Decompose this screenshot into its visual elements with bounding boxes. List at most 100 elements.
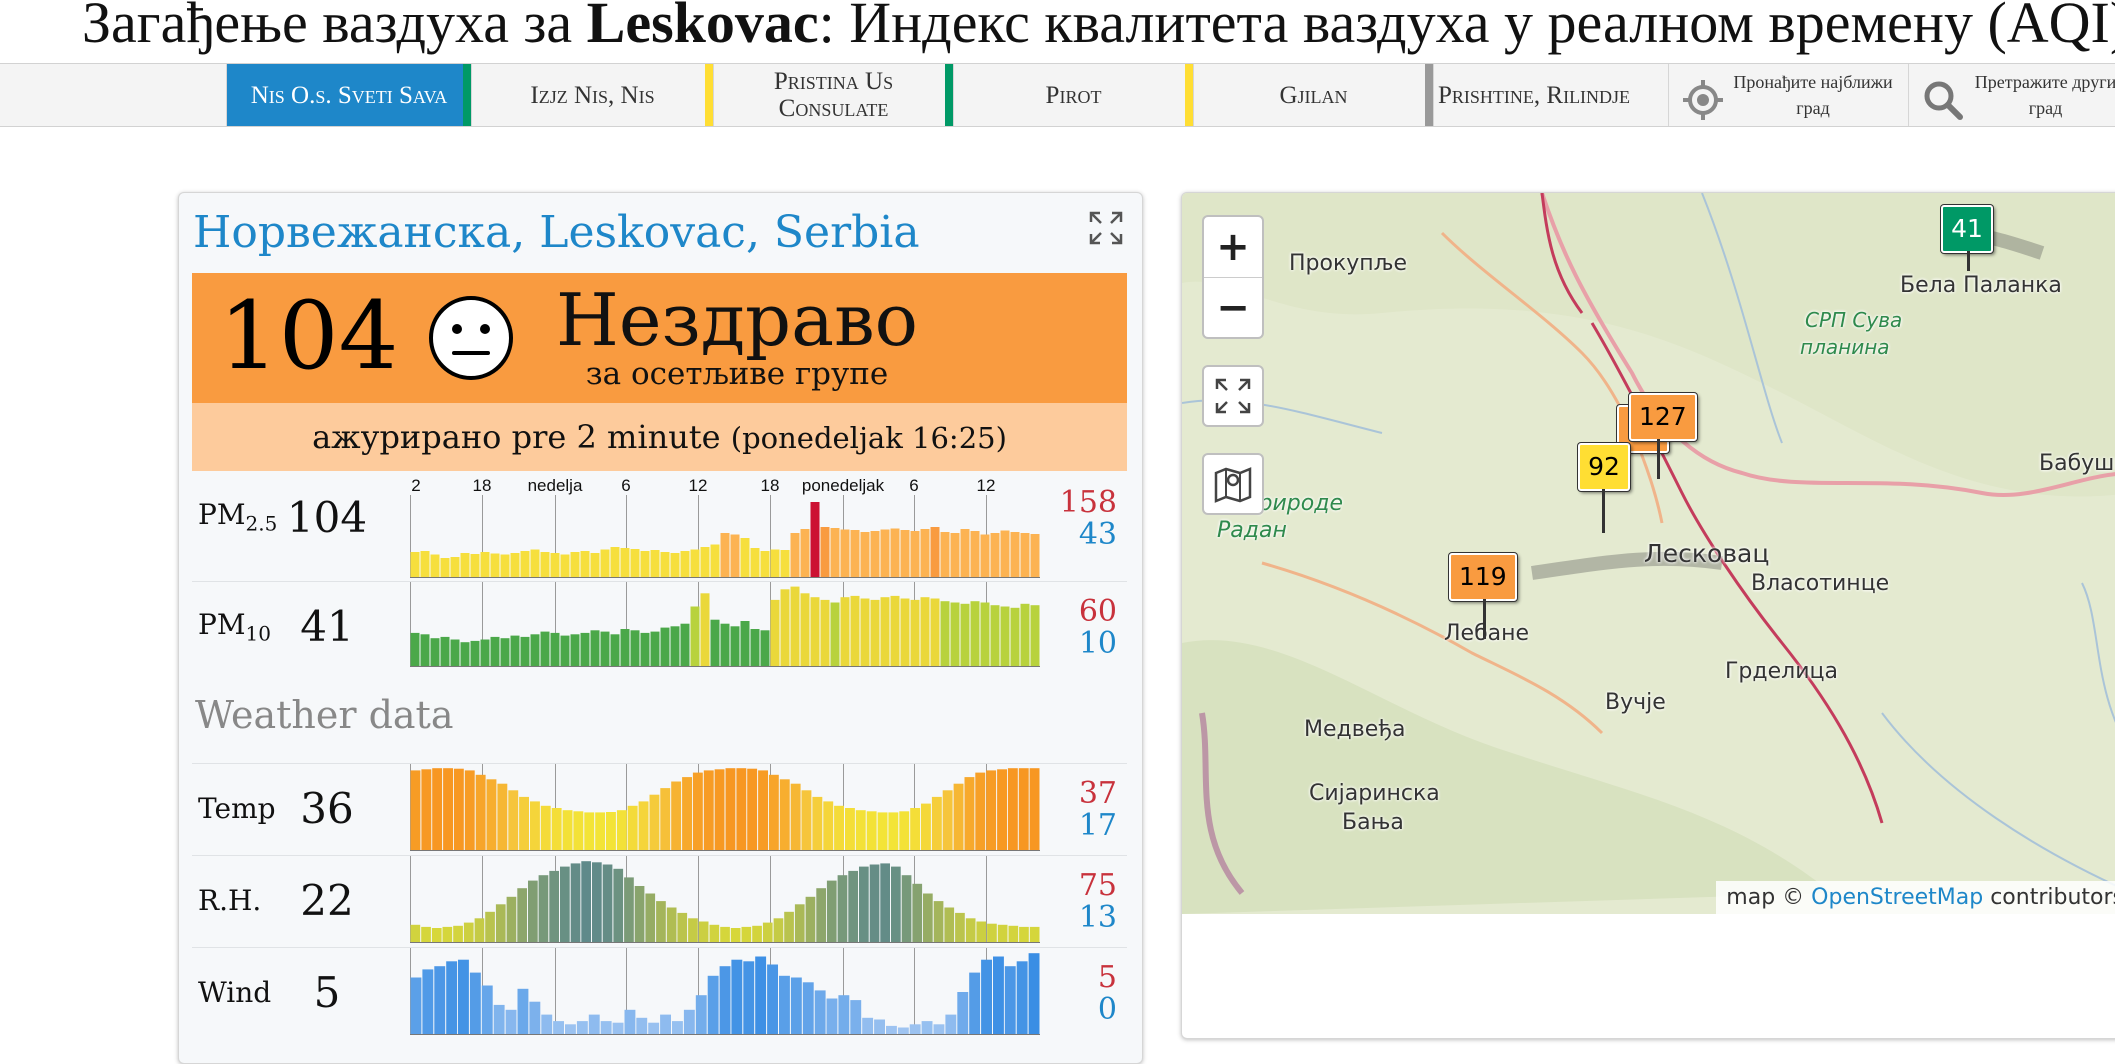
search-icon xyxy=(1924,81,1963,120)
chart-bar xyxy=(683,1009,695,1034)
chart-bar xyxy=(530,801,540,850)
chart-bar xyxy=(970,601,980,666)
chart-bar xyxy=(650,631,660,666)
wind-label: Wind xyxy=(198,976,272,1009)
tab-gjilan[interactable]: Gjilan xyxy=(1193,64,1433,126)
chart-bar xyxy=(800,593,810,666)
map-layers-button[interactable] xyxy=(1202,453,1264,515)
chart-bar xyxy=(950,602,960,666)
chart-bar xyxy=(945,1014,957,1034)
pm10-row[interactable]: PM10 41 60 10 xyxy=(192,581,1127,674)
chart-bar xyxy=(897,1027,909,1034)
chart-bar xyxy=(710,544,720,577)
chart-bar xyxy=(672,1021,683,1034)
zoom-in-button[interactable]: + xyxy=(1204,217,1262,278)
chart-bar xyxy=(440,558,450,577)
chart-bar xyxy=(910,599,920,666)
chart-bar xyxy=(688,918,698,942)
chart-bar xyxy=(649,794,660,850)
temp-label: Temp xyxy=(198,792,276,825)
chart-bar xyxy=(940,601,950,666)
pm25-row[interactable]: PM2.5 104 158 43 xyxy=(192,471,1127,578)
chart-bar xyxy=(610,634,620,666)
map-fullscreen-button[interactable] xyxy=(1202,365,1264,427)
chart-bar xyxy=(923,893,933,942)
chart-bar xyxy=(440,636,450,666)
pm25-min: 43 xyxy=(1078,517,1117,552)
chart-bar xyxy=(993,956,1004,1034)
chart-bar xyxy=(680,623,690,666)
chart-bar xyxy=(838,995,850,1034)
chart-bar xyxy=(891,866,901,942)
chart-bar xyxy=(470,640,480,666)
chart-bar xyxy=(743,961,755,1034)
chart-bar xyxy=(730,534,740,577)
chart-bar xyxy=(443,768,453,850)
chart-bar xyxy=(656,901,666,942)
chart-bar xyxy=(920,597,930,666)
chart-bar xyxy=(636,1017,648,1034)
chart-bar xyxy=(528,880,538,942)
chart-bar xyxy=(801,790,812,850)
chart-bar xyxy=(877,812,888,850)
tab-pristina-us-consulate[interactable]: Pristina Us Consulate xyxy=(713,64,953,126)
chart-bar xyxy=(690,606,700,666)
station-name: Норвежанска, Leskovac, Serbia xyxy=(193,207,920,258)
chart-bar xyxy=(700,547,710,577)
temp-row[interactable]: Temp 36 37 17 xyxy=(192,763,1127,856)
chart-bar xyxy=(475,774,486,850)
chart-bar xyxy=(430,638,440,666)
chart-bar xyxy=(645,893,656,942)
chart-bar xyxy=(410,632,420,666)
time-tick: 6 xyxy=(621,476,631,495)
weather-section-title: Weather data xyxy=(195,693,454,737)
tab-izjz-nis[interactable]: Izjz Nis, Nis xyxy=(471,64,713,126)
tab-pirot[interactable]: Pirot xyxy=(953,64,1193,126)
chart-bar xyxy=(562,810,573,850)
zoom-control: + − xyxy=(1202,215,1264,339)
chart-bar xyxy=(581,861,591,942)
chart-bar xyxy=(731,959,743,1034)
chart-bar xyxy=(826,998,838,1034)
chart-bar xyxy=(820,527,830,577)
chart-bar xyxy=(660,1014,671,1034)
rh-max: 75 xyxy=(1078,868,1117,903)
zoom-out-button[interactable]: − xyxy=(1216,285,1250,331)
chart-bar xyxy=(930,527,940,577)
chart-bar xyxy=(930,598,940,666)
map-background xyxy=(1182,193,2115,914)
chart-bar xyxy=(890,595,900,666)
map-area[interactable]: Прокупље Бела Паланка СРП Сува планина Б… xyxy=(1182,193,2115,914)
chart-bar xyxy=(869,864,880,942)
chart-bar xyxy=(880,597,890,666)
time-tick: ponedeljak xyxy=(801,476,885,495)
chart-bar xyxy=(1018,768,1029,850)
chart-bar xyxy=(538,875,549,942)
expand-icon[interactable] xyxy=(1088,210,1124,246)
chart-bar xyxy=(860,598,870,666)
chart-bar xyxy=(773,918,784,942)
fullscreen-icon xyxy=(1215,378,1251,414)
chart-bar xyxy=(900,530,910,577)
search-city-button[interactable]: Претражите други град xyxy=(1908,64,2115,126)
chart-bar xyxy=(490,553,500,577)
chart-bar xyxy=(816,888,826,942)
chart-bar xyxy=(855,810,866,850)
tab-nis-sveti-sava[interactable]: Nis O.s. Sveti Sava xyxy=(226,64,471,126)
chart-bar xyxy=(450,557,460,577)
map-attribution: map © OpenStreetMap contributors xyxy=(1716,881,2115,914)
chart-bar xyxy=(660,627,670,666)
wind-row[interactable]: Wind 5 5 0 xyxy=(192,947,1127,1040)
nearest-city-button[interactable]: Пронађите најближи град xyxy=(1668,64,1908,126)
tab-prishtine-rilindje[interactable]: Prishtine, Rilindje xyxy=(1433,64,1668,126)
chart-bar xyxy=(634,886,645,942)
chart-bar xyxy=(624,877,634,942)
rh-row[interactable]: R.H. 22 75 13 xyxy=(192,855,1127,948)
time-tick: 2 xyxy=(411,476,421,495)
chart-bar xyxy=(784,911,794,942)
openstreetmap-link[interactable]: OpenStreetMap xyxy=(1811,885,1984,910)
chart-bar xyxy=(490,636,500,666)
chart-bar xyxy=(719,966,731,1034)
aqi-card: Норвежанска, Leskovac, Serbia 104 Нездра… xyxy=(178,192,1143,1064)
chart-bar xyxy=(592,862,602,942)
